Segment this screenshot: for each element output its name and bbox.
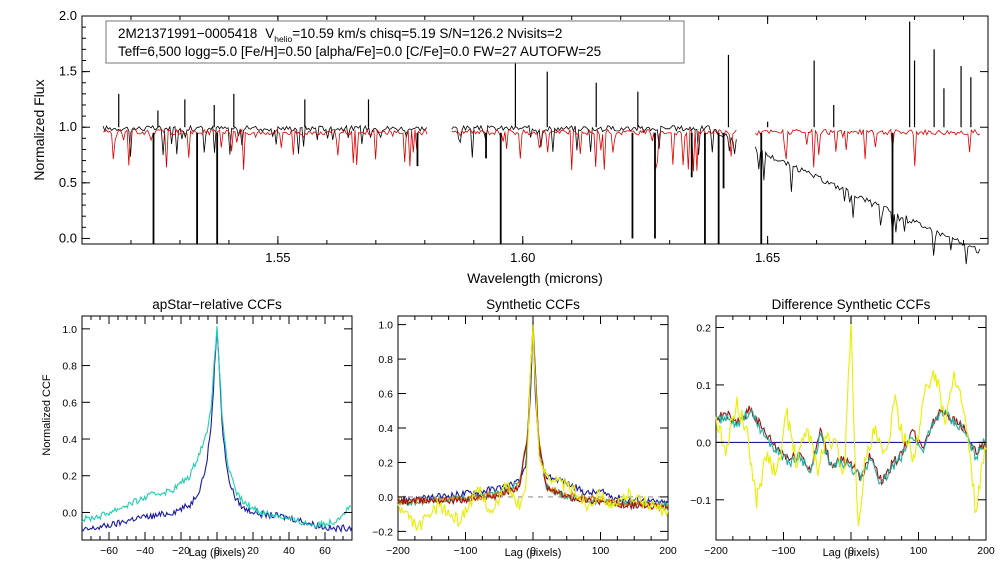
observed-spectrum-line [755, 146, 981, 265]
annotation-star-id: 2M21371991−0005418 [118, 26, 257, 41]
difference-ccf-axis-ticks: −200 −100 0 100 200 −0.1 0.0 0.1 0.2 [690, 316, 995, 557]
x-tick-label: −200 [704, 545, 728, 557]
spectrum-plot-frame [81, 15, 989, 245]
y-tick-label: 1.0 [62, 324, 77, 336]
annotation-v-subscript: helio [274, 34, 292, 44]
x-tick-label: 1.60 [510, 250, 535, 265]
annotation-line-2: Teff=6,500 logg=5.0 [Fe/H]=0.50 [alpha/F… [118, 44, 601, 59]
synthetic-ccf-data [397, 321, 669, 531]
y-tick-label: 0.4 [62, 434, 77, 446]
apstar-ccf-chart: apStar−relative CCFs −60 −40 −20 0 20 40 60 0.0… [41, 297, 353, 559]
x-tick-label: −200 [386, 545, 410, 557]
difference-ccf-x-axis-label: Lag (pixels) [823, 547, 880, 559]
x-tick-label: 200 [659, 545, 677, 557]
synthetic-ccf-x-axis-label: Lag (pixels) [505, 547, 562, 559]
synthetic-ccf-title: Synthetic CCFs [486, 297, 580, 312]
y-tick-label: 0.4 [378, 423, 393, 435]
ccf-series-yellow [397, 325, 669, 531]
x-tick-label: 1.55 [265, 250, 290, 265]
annotation-v-rest: =10.59 km/s chisq=5.19 S/N=126.2 Nvisits… [292, 26, 562, 41]
x-tick-label: 20 [247, 545, 259, 557]
y-tick-label: 0.0 [59, 230, 77, 245]
x-tick-label: −60 [100, 545, 118, 557]
ccf-series-maroon [397, 327, 669, 512]
x-tick-label: 60 [319, 545, 331, 557]
ccf-series-orange [397, 323, 669, 511]
y-tick-label: 0.6 [62, 397, 77, 409]
x-tick-label: 100 [910, 545, 928, 557]
y-tick-label: 0.1 [696, 380, 711, 392]
x-tick-label: 0 [848, 545, 854, 557]
observed-spectrum-line [451, 124, 737, 158]
x-tick-label: −20 [172, 545, 190, 557]
annotation-line-1: 2M21371991−0005418 Vhelio=10.59 km/s chis… [118, 26, 562, 44]
ccf-series-navy [397, 322, 669, 509]
x-tick-label: 40 [283, 545, 295, 557]
x-tick-label: 200 [977, 545, 995, 557]
spectrum-x-axis-label: Wavelength (microns) [467, 270, 603, 286]
y-tick-label: 0.2 [696, 322, 711, 334]
y-tick-label: 0.8 [378, 354, 393, 366]
ccf-series-maroon [715, 405, 987, 486]
synthetic-ccf-chart: Synthetic CCFs −200 −100 0 100 200 −0.2 0.0 0.2… [372, 297, 677, 559]
y-tick-label: 0.6 [378, 389, 393, 401]
y-tick-label: 0.2 [378, 457, 393, 469]
y-tick-label: 0.0 [62, 507, 77, 519]
apstar-ccf-data [81, 325, 353, 534]
y-tick-label: 2.0 [59, 8, 77, 23]
y-tick-label: 1.0 [59, 119, 77, 134]
apstar-ccf-title: apStar−relative CCFs [152, 297, 282, 312]
ccf-series-teal [397, 321, 669, 510]
synthetic-ccf-axis-ticks: −200 −100 0 100 200 −0.2 0.0 0.2 0.4 0.6 0.8 1.0 [372, 316, 677, 557]
model-spectrum-line [755, 128, 981, 168]
y-tick-label: 0.0 [378, 492, 393, 504]
y-tick-label: 0.0 [696, 437, 711, 449]
x-tick-label: 1.65 [755, 250, 780, 265]
difference-ccf-data [715, 321, 987, 527]
x-tick-label: 0 [214, 545, 220, 557]
observed-spectrum-line [102, 124, 428, 157]
x-tick-label: 100 [592, 545, 610, 557]
y-tick-label: 0.5 [59, 175, 77, 190]
y-tick-label: −0.2 [372, 526, 393, 538]
difference-ccf-chart: Difference Synthetic CCFs −200 −100 0 100 20… [690, 297, 995, 559]
apstar-ccf-frame [81, 315, 353, 541]
annotation-v-prefix: V [265, 26, 274, 41]
x-tick-label: −40 [136, 545, 154, 557]
spectrum-chart: 1.55 1.60 1.65 0.0 0.5 1.0 1.5 2.0 2M21371991−0… [31, 8, 989, 286]
apstar-ccf-x-axis-label: Lag (pixels) [189, 547, 246, 559]
y-tick-label: 0.2 [62, 471, 77, 483]
x-tick-label: 0 [530, 545, 536, 557]
apstar-ccf-axis-ticks: −60 −40 −20 0 20 40 60 0.0 0.2 0.4 0.6 0.8 1.0 [62, 316, 353, 557]
model-spectrum-line [451, 128, 737, 172]
spectrum-y-axis-label: Normalized Flux [31, 79, 47, 180]
y-tick-label: −0.1 [690, 495, 711, 507]
spectrum-axis-ticks: 1.55 1.60 1.65 0.0 0.5 1.0 1.5 2.0 [59, 8, 988, 265]
model-spectrum-line [103, 128, 428, 170]
apstar-ccf-y-axis-label: Normalized CCF [41, 374, 53, 456]
annotation-box [105, 20, 685, 64]
ccf-series-visit-1 [81, 330, 353, 534]
ccf-series-cyan [715, 409, 987, 485]
x-tick-label: −100 [454, 545, 478, 557]
x-tick-label: −100 [772, 545, 796, 557]
spectrum-data [102, 21, 981, 265]
ccf-series-visit-2 [81, 325, 353, 528]
y-tick-label: 1.0 [378, 320, 393, 332]
difference-ccf-title: Difference Synthetic CCFs [772, 297, 931, 312]
y-tick-label: 1.5 [59, 64, 77, 79]
y-tick-label: 0.8 [62, 361, 77, 373]
